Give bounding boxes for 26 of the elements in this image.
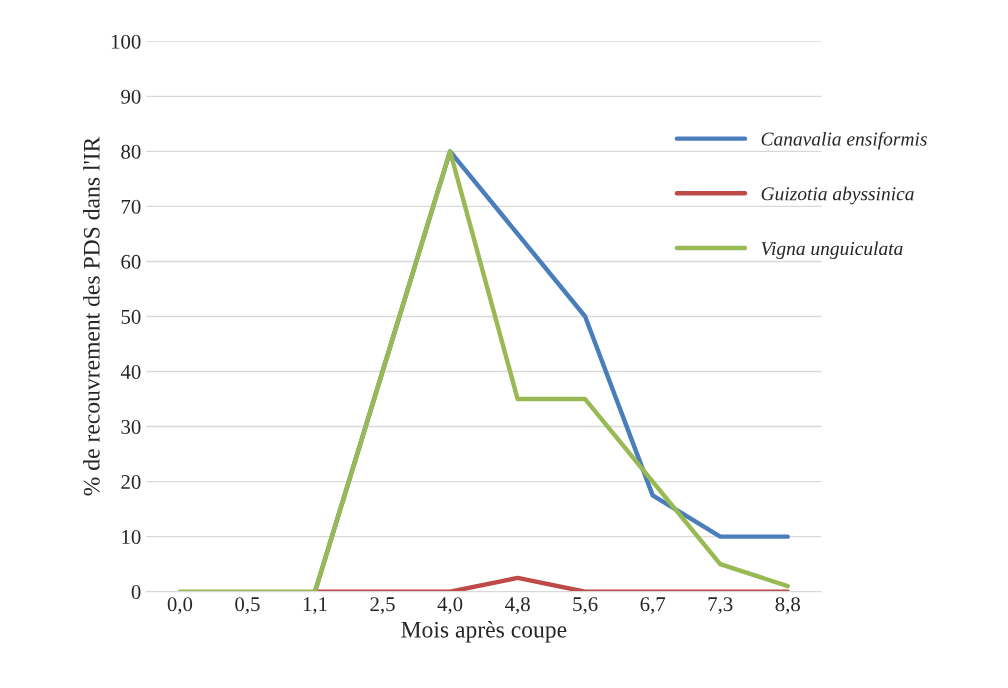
x-tick-label: 4,8 xyxy=(504,597,530,615)
y-tick-label: 10 xyxy=(122,530,141,545)
y-tick-label: 70 xyxy=(121,199,141,214)
x-tick-label: 5,6 xyxy=(573,597,598,615)
y-tick-label: 20 xyxy=(121,474,141,490)
x-tick-label: 0,5 xyxy=(235,597,260,615)
legend-label: Canavalia ensiformis xyxy=(761,131,927,150)
y-tick-label: 90 xyxy=(121,89,141,104)
x-tick-label: 2,5 xyxy=(370,597,395,615)
x-tick-label: 4,0 xyxy=(437,597,463,615)
x-tick-label: 6,7 xyxy=(640,597,666,615)
y-axis-title: % de recouvrement des PDS dans l'IR xyxy=(83,136,100,496)
y-tick-label: 50 xyxy=(121,309,141,324)
x-tick-label: 0,0 xyxy=(167,597,193,615)
x-axis-title: Mois après coupe xyxy=(401,620,567,643)
x-tick-label: 8,8 xyxy=(775,597,800,615)
y-tick-label: 40 xyxy=(120,364,141,379)
legend-label: Vigna unguiculata xyxy=(761,241,903,260)
y-tick-label: 0 xyxy=(131,585,141,600)
x-tick-label: 1,1 xyxy=(303,597,327,615)
y-tick-label: 60 xyxy=(121,254,141,269)
legend-label: Guizotia abyssinica xyxy=(761,186,914,205)
y-tick-label: 80 xyxy=(121,144,141,159)
y-tick-label: 30 xyxy=(121,419,141,434)
y-tick-label: 100 xyxy=(111,34,141,49)
x-tick-label: 7,3 xyxy=(708,597,733,615)
